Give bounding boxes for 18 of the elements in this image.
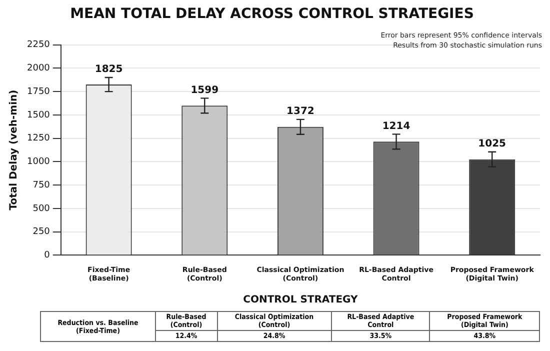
y-tick-label: 2000 xyxy=(27,64,50,74)
y-tick-label: 500 xyxy=(32,204,50,214)
y-tick-label: 1750 xyxy=(27,86,50,97)
x-axis-title: CONTROL STRATEGY xyxy=(243,294,359,306)
chart-title: MEAN TOTAL DELAY ACROSS CONTROL STRATEGIES xyxy=(70,6,474,22)
y-tick-label: 0 xyxy=(44,250,50,261)
y-axis-title: Total Delay (veh-min) xyxy=(8,90,20,210)
y-tick-label: 1500 xyxy=(27,110,50,120)
y-tick-label: 750 xyxy=(32,180,50,190)
y-tick-label: 2250 xyxy=(27,40,50,50)
data-label: 1214 xyxy=(382,120,410,132)
data-label: 1025 xyxy=(478,138,506,150)
data-label: 1825 xyxy=(94,64,123,76)
y-tick-label: 1250 xyxy=(27,134,50,144)
data-label: 1599 xyxy=(190,84,219,96)
y-tick-label: 1000 xyxy=(27,157,50,168)
data-label: 1372 xyxy=(286,106,314,118)
y-tick-label: 250 xyxy=(32,227,50,238)
